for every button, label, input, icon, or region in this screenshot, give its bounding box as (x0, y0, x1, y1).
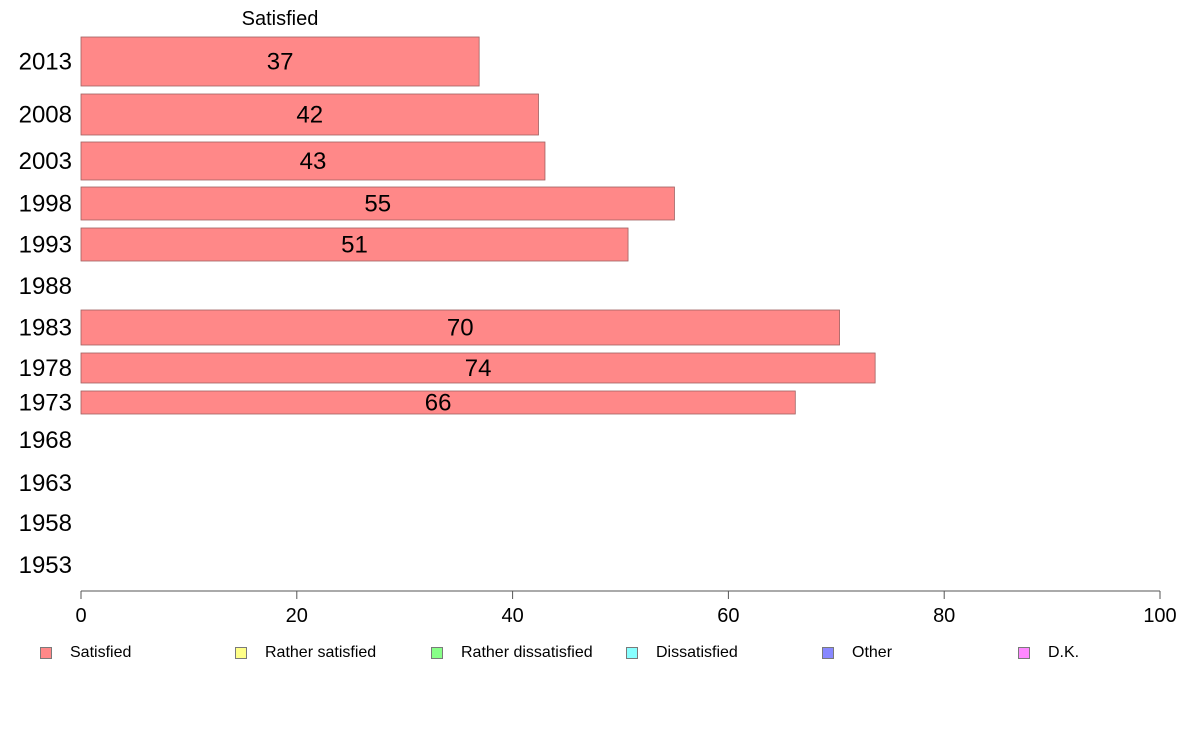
year-label-1953: 1953 (19, 552, 72, 579)
year-label-1978: 1978 (19, 355, 72, 382)
x-tick-label-100: 100 (1143, 605, 1176, 627)
legend-swatch-dk (1018, 647, 1030, 659)
legend-swatch-other (822, 647, 834, 659)
bar-1978 (80, 352, 876, 384)
legend-label: Satisfied (70, 644, 132, 661)
year-label-1973: 1973 (19, 390, 72, 417)
legend-item-satisfied: Satisfied (40, 644, 131, 662)
year-label-1988: 1988 (19, 273, 72, 300)
legend-item-rather-satisfied: Rather satisfied (235, 644, 376, 662)
x-tick-label-80: 80 (933, 605, 955, 627)
legend-swatch-dissatisfied (626, 647, 638, 659)
legend-label: Rather dissatisfied (461, 644, 593, 661)
year-label-1993: 1993 (19, 232, 72, 259)
legend-label: Dissatisfied (656, 644, 738, 661)
legend-swatch-rather-satisfied (235, 647, 247, 659)
value-label-1993: 51 (341, 232, 368, 259)
x-tick-label-40: 40 (501, 605, 523, 627)
value-label-1998: 55 (364, 191, 391, 218)
bar-1998 (80, 186, 675, 221)
x-tick-label-20: 20 (286, 605, 308, 627)
year-label-2013: 2013 (19, 49, 72, 76)
bar-1983 (80, 309, 840, 346)
value-label-2008: 42 (296, 102, 323, 129)
year-labels-layer: 2013 2008 2003 1998 1993 1988 1983 1978 1973 1968… (19, 49, 72, 580)
year-label-1958: 1958 (19, 510, 72, 537)
x-axis: 0 20 40 60 80 100 (75, 590, 1177, 627)
x-tick-label-60: 60 (717, 605, 739, 627)
bars-layer (80, 36, 876, 415)
value-label-1983: 70 (447, 315, 474, 342)
bar-2003 (80, 141, 546, 181)
year-label-1983: 1983 (19, 315, 72, 342)
series-header-label: Satisfied (242, 8, 319, 30)
legend-item-dissatisfied: Dissatisfied (626, 644, 738, 662)
value-label-1973: 66 (425, 390, 452, 417)
legend-item-rather-dissatisfied: Rather dissatisfied (431, 644, 593, 662)
x-tick-label-0: 0 (75, 605, 86, 627)
year-label-1998: 1998 (19, 191, 72, 218)
legend-swatch-satisfied (40, 647, 52, 659)
legend-label: Other (852, 644, 893, 661)
year-label-2008: 2008 (19, 102, 72, 129)
value-label-2013: 37 (267, 49, 294, 76)
year-label-2003: 2003 (19, 148, 72, 175)
legend-swatch-rather-dissatisfied (431, 647, 443, 659)
legend-item-other: Other (822, 644, 892, 662)
year-label-1968: 1968 (19, 427, 72, 454)
legend-item-dk: D.K. (1018, 644, 1079, 662)
value-label-1978: 74 (465, 355, 492, 382)
bar-1993 (80, 227, 629, 262)
value-label-2003: 43 (300, 148, 327, 175)
legend: Satisfied Rather satisfied Rather dissat… (0, 644, 1188, 668)
year-label-1963: 1963 (19, 470, 72, 497)
bar-2008 (80, 93, 539, 136)
legend-label: D.K. (1048, 644, 1080, 661)
legend-label: Rather satisfied (265, 644, 377, 661)
bar-2013 (80, 36, 480, 87)
bar-1973 (80, 390, 796, 415)
